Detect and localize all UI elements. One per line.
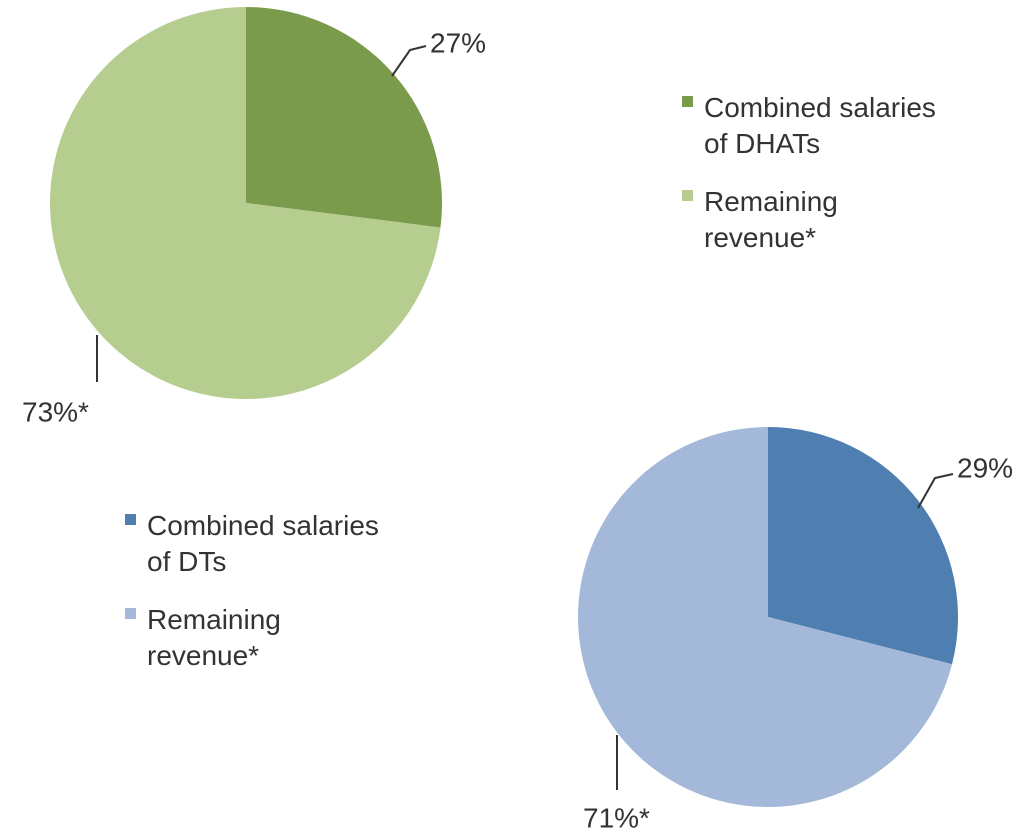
pie-slice: [768, 427, 958, 665]
data-label: 71%*: [583, 802, 650, 833]
legend-label: Combined salaries of DTs: [147, 510, 379, 577]
data-label: 29%: [957, 452, 1013, 483]
pie-slice: [50, 7, 441, 399]
pie-slice: [578, 427, 953, 808]
legend-item: Remaining revenue*: [123, 602, 407, 674]
leader-line: [391, 45, 427, 77]
data-label: 73%*: [22, 396, 89, 427]
legend: Combined salaries of DHATs Remaining reve…: [680, 90, 964, 278]
legend-swatch: [682, 190, 693, 201]
legend-swatch: [125, 514, 136, 525]
legend: Combined salaries of DTs Remaining revenu…: [123, 508, 407, 696]
legend-swatch: [125, 608, 136, 619]
legend-label: Remaining revenue*: [704, 186, 838, 253]
data-label: 27%: [430, 27, 486, 58]
legend-label: Combined salaries of DHATs: [704, 92, 936, 159]
legend-item: Combined salaries of DTs: [123, 508, 407, 580]
leader-line: [917, 473, 954, 509]
pie-slice: [246, 7, 442, 228]
legend-swatch: [682, 96, 693, 107]
legend-item: Remaining revenue*: [680, 184, 964, 256]
legend-label: Remaining revenue*: [147, 604, 281, 671]
legend-item: Combined salaries of DHATs: [680, 90, 964, 162]
